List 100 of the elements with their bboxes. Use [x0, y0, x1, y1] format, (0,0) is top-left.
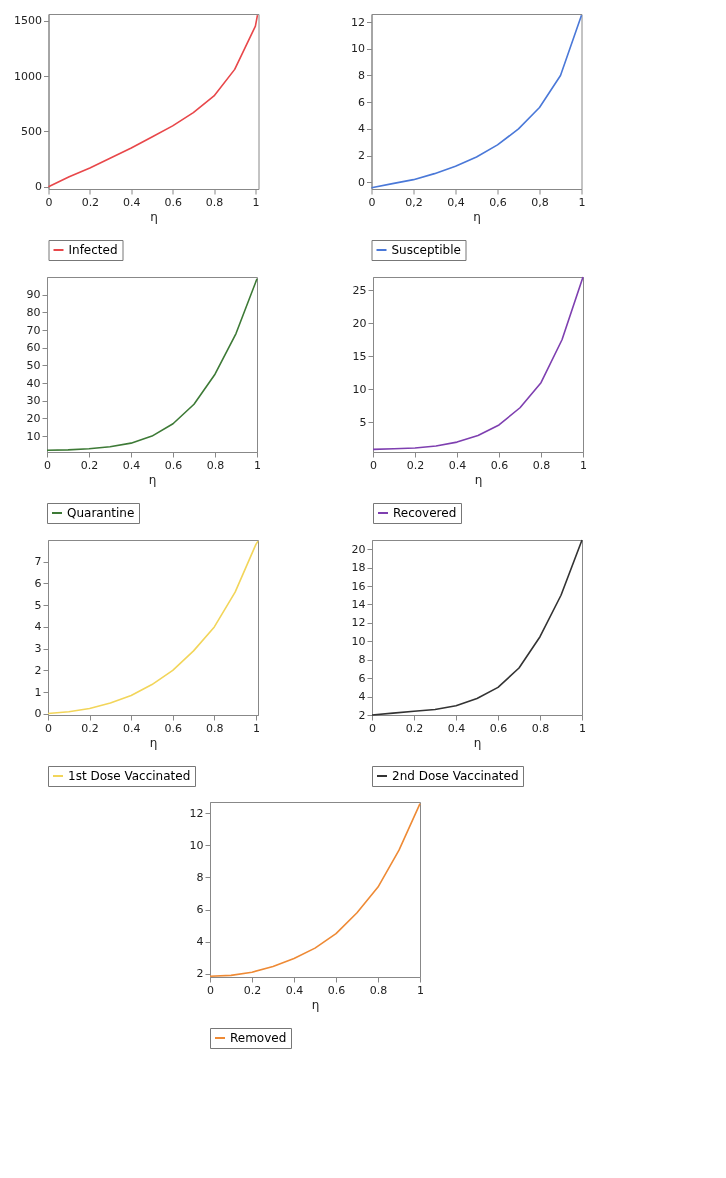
x-tick-label: 1	[252, 195, 260, 209]
y-tick-label: 90	[26, 288, 41, 302]
y-tick-label: 12	[189, 806, 204, 820]
x-tick-label: 0.4	[122, 721, 141, 735]
x-tick-label: 0	[45, 721, 52, 735]
x-tick-label: 0.6	[327, 983, 346, 997]
x-axis-title: η	[473, 735, 482, 750]
legend-label: 1st Dose Vaccinated	[68, 769, 191, 783]
x-tick-label: 0.8	[206, 721, 224, 735]
x-axis-title: η	[149, 735, 158, 750]
y-tick-label: 50	[26, 358, 41, 372]
x-tick-label: 0	[370, 458, 377, 472]
y-tick-label: 6	[34, 576, 42, 590]
y-tick-label: 5	[34, 598, 42, 612]
y-tick-label: 2	[34, 663, 42, 677]
x-tick-label: 0.4	[448, 458, 467, 472]
x-tick-label: 0,8	[531, 195, 549, 209]
y-tick-label: 3	[34, 642, 42, 656]
legend-label: Recovered	[393, 506, 457, 520]
y-tick-label: 4	[196, 935, 204, 949]
x-tick-label: 0.8	[369, 983, 388, 997]
y-tick-label: 0	[34, 707, 42, 721]
y-tick-label: 8	[358, 653, 366, 667]
x-tick-label: 0.6	[164, 721, 182, 735]
y-tick-label: 6	[358, 671, 366, 685]
y-tick-label: 10	[26, 429, 41, 443]
y-tick-label: 2	[358, 708, 366, 722]
legend-label: Susceptible	[391, 243, 461, 257]
x-axis-title: η	[148, 472, 157, 487]
y-tick-label: 0	[35, 180, 42, 194]
line-series	[372, 276, 584, 451]
x-tick-label: 1	[579, 721, 586, 735]
x-tick-label: 1	[578, 195, 586, 209]
y-tick-label: 16	[351, 579, 366, 593]
y-tick-label: 1500	[14, 14, 42, 28]
x-tick-label: 0.8	[205, 195, 224, 209]
x-tick-label: 0.4	[123, 195, 141, 209]
x-tick-label: 0.2	[81, 195, 100, 209]
x-tick-label: 0	[368, 195, 376, 209]
x-tick-label: 0.4	[285, 983, 304, 997]
x-tick-label: 0	[369, 721, 376, 735]
y-tick-label: 4	[358, 690, 366, 704]
x-tick-label: 0,4	[447, 195, 465, 209]
x-tick-label: 0.2	[406, 458, 425, 472]
x-tick-label: 0.6	[164, 195, 182, 209]
y-tick-label: 70	[26, 323, 41, 337]
x-tick-label: 0	[45, 195, 53, 209]
x-axis-title: η	[150, 209, 158, 224]
y-tick-label: 4	[358, 122, 365, 136]
x-tick-label: 1	[252, 721, 260, 735]
x-tick-label: 0,2	[405, 195, 423, 209]
legend-label: Infected	[68, 243, 118, 257]
y-tick-label: 500	[21, 124, 42, 138]
x-tick-label: 0.4	[122, 458, 141, 472]
x-tick-label: 1	[254, 458, 261, 472]
x-tick-label: 0.8	[206, 458, 225, 472]
y-tick-label: 10	[189, 838, 204, 852]
y-tick-label: 20	[351, 542, 366, 556]
y-tick-label: 1	[34, 685, 42, 699]
y-tick-label: 10	[351, 42, 365, 56]
y-tick-label: 60	[26, 341, 41, 355]
x-axis-title: η	[474, 472, 483, 487]
y-tick-label: 20	[352, 316, 367, 330]
y-tick-label: 10	[352, 382, 367, 396]
x-tick-label: 0.8	[531, 721, 550, 735]
y-tick-label: 10	[351, 634, 366, 648]
x-tick-label: 0.6	[489, 721, 508, 735]
x-axis-title: η	[311, 997, 320, 1012]
x-tick-label: 1	[580, 458, 587, 472]
y-tick-label: 2	[196, 967, 204, 981]
y-tick-label: 8	[358, 68, 365, 82]
x-tick-label: 0,6	[489, 195, 507, 209]
y-tick-label: 30	[26, 394, 41, 408]
x-tick-label: 0.2	[81, 721, 99, 735]
x-tick-label: 0.2	[243, 983, 262, 997]
y-tick-label: 15	[352, 349, 367, 363]
x-tick-label: 0.4	[447, 721, 466, 735]
legend-label: Removed	[230, 1031, 287, 1045]
x-tick-label: 0.8	[532, 458, 551, 472]
y-tick-label: 4	[34, 620, 42, 634]
y-tick-label: 14	[351, 597, 366, 611]
legend-label: 2nd Dose Vaccinated	[392, 769, 519, 783]
y-tick-label: 7	[34, 555, 42, 569]
legend-label: Quarantine	[67, 506, 135, 520]
y-tick-label: 8	[196, 870, 204, 884]
x-tick-label: 0	[207, 983, 214, 997]
y-tick-label: 0	[358, 175, 365, 189]
x-tick-label: 0	[44, 458, 51, 472]
x-tick-label: 1	[417, 983, 424, 997]
y-tick-label: 80	[26, 305, 41, 319]
y-tick-label: 6	[358, 95, 365, 109]
y-tick-label: 40	[26, 376, 41, 390]
y-tick-label: 25	[352, 283, 367, 297]
x-tick-label: 0.6	[164, 458, 183, 472]
y-tick-label: 12	[351, 616, 366, 630]
x-tick-label: 0.2	[80, 458, 99, 472]
y-tick-label: 20	[26, 411, 41, 425]
x-tick-label: 0.2	[405, 721, 424, 735]
line-series	[47, 540, 259, 715]
y-tick-label: 1000	[14, 69, 42, 83]
